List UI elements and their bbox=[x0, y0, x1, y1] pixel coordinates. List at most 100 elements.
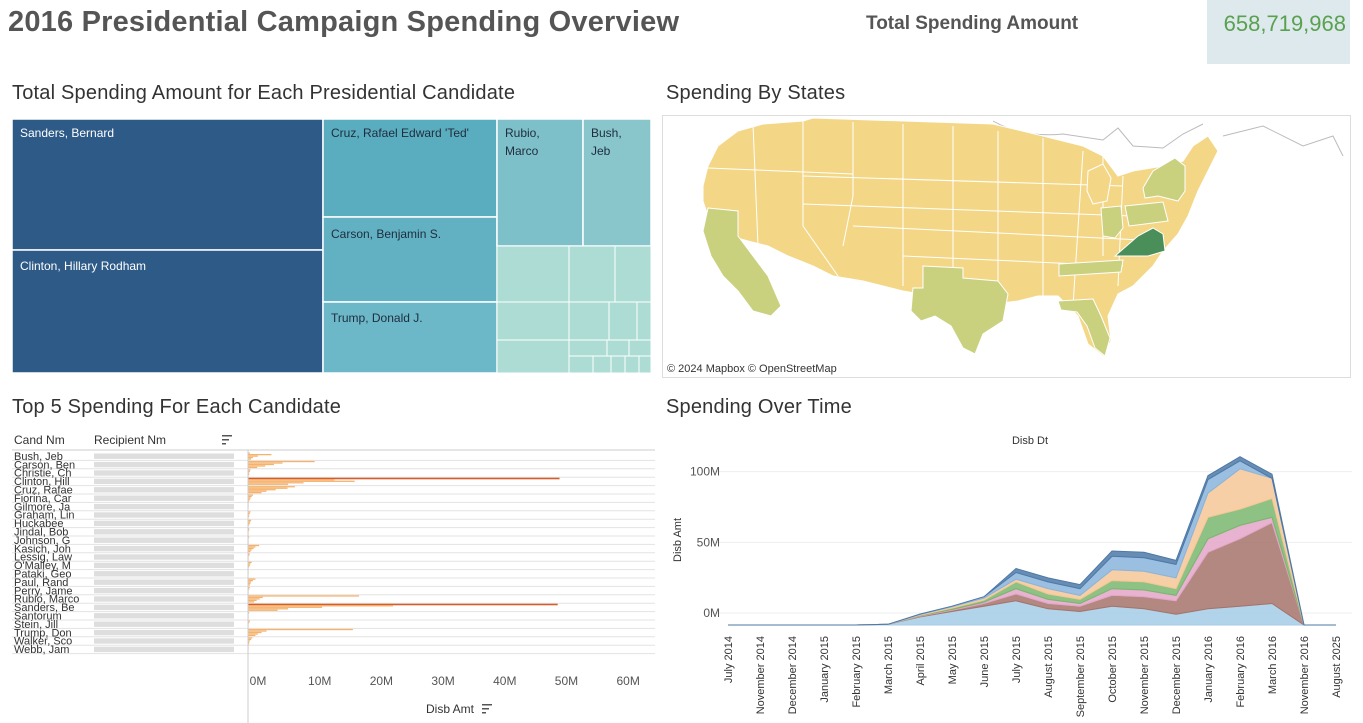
spending-bar[interactable] bbox=[248, 608, 289, 610]
spending-bar[interactable] bbox=[248, 544, 260, 547]
spending-bar[interactable] bbox=[248, 492, 262, 494]
candidate-row-perry-jame[interactable]: Perry, Jame bbox=[12, 585, 655, 597]
spending-bar[interactable] bbox=[248, 640, 250, 642]
spending-bar[interactable] bbox=[248, 630, 267, 632]
spending-bar[interactable] bbox=[248, 536, 250, 538]
state-pennsylvania[interactable] bbox=[1124, 201, 1169, 227]
map-canvas[interactable] bbox=[663, 116, 1350, 377]
spending-bar[interactable] bbox=[248, 595, 360, 597]
candidate-row-johnson-g[interactable]: Johnson, G bbox=[12, 535, 655, 547]
spending-bar[interactable] bbox=[248, 634, 256, 637]
spending-bar[interactable] bbox=[248, 460, 315, 463]
spending-bar[interactable] bbox=[248, 515, 250, 518]
state-california[interactable] bbox=[702, 207, 782, 317]
spending-bar[interactable] bbox=[248, 566, 250, 568]
spending-bar[interactable] bbox=[248, 458, 252, 460]
treemap-tile-sanders-bernard[interactable]: Sanders, Bernard bbox=[12, 119, 324, 251]
candidate-row-santorum[interactable]: Santorum bbox=[12, 611, 655, 623]
spending-bar[interactable] bbox=[248, 489, 276, 491]
area-series-6[interactable] bbox=[728, 456, 1336, 626]
spending-bar[interactable] bbox=[248, 472, 250, 474]
treemap-tile-carson-benjamin-s[interactable]: Carson, Benjamin S. bbox=[322, 216, 498, 303]
candidate-row-sanders-be[interactable]: Sanders, Be bbox=[12, 602, 655, 614]
spending-bar[interactable] bbox=[248, 582, 251, 585]
candidate-row-gilmore-ja[interactable]: Gilmore, Ja bbox=[12, 501, 655, 513]
spending-bar[interactable] bbox=[248, 579, 253, 582]
spending-bar[interactable] bbox=[248, 638, 252, 641]
spending-bar[interactable] bbox=[248, 554, 250, 557]
spending-bar[interactable] bbox=[248, 641, 250, 644]
candidate-row-paul-rand[interactable]: Paul, Rand bbox=[12, 577, 655, 589]
spending-bar[interactable] bbox=[248, 609, 278, 611]
treemap-tile-clinton-hillary-rodham[interactable]: Clinton, Hillary Rodham bbox=[12, 249, 324, 373]
spending-bar[interactable] bbox=[248, 596, 263, 599]
spending-bar[interactable] bbox=[248, 473, 250, 476]
spending-bar[interactable] bbox=[248, 463, 274, 466]
spending-bar[interactable] bbox=[248, 564, 250, 566]
spending-bar[interactable] bbox=[248, 599, 257, 602]
spending-bar[interactable] bbox=[248, 529, 250, 531]
spending-bar[interactable] bbox=[248, 469, 251, 471]
spending-bar[interactable] bbox=[248, 495, 252, 498]
spending-bar[interactable] bbox=[248, 483, 289, 485]
candidate-row-pataki-geo[interactable]: Pataki, Geo bbox=[12, 569, 655, 581]
spending-bar[interactable] bbox=[248, 633, 258, 635]
candidate-row-trump-don[interactable]: Trump, Don bbox=[12, 627, 655, 639]
candidate-row-stein-jill[interactable]: Stein, Jill bbox=[12, 619, 655, 631]
candidate-row-fiorina-car[interactable]: Fiorina, Car bbox=[12, 493, 655, 505]
treemap-tile-trump-donald-j[interactable]: Trump, Donald J. bbox=[322, 301, 498, 373]
spending-bar[interactable] bbox=[248, 486, 295, 488]
x-sort-icon[interactable] bbox=[482, 704, 492, 714]
spending-bar[interactable] bbox=[248, 561, 252, 563]
kpi-box[interactable]: 658,719,968 bbox=[1207, 0, 1350, 64]
state-virginia[interactable] bbox=[1113, 227, 1166, 257]
candidate-row-carson-ben[interactable]: Carson, Ben bbox=[12, 459, 655, 471]
candidate-row-graham-lin[interactable]: Graham, Lin bbox=[12, 510, 655, 522]
spending-bar[interactable] bbox=[248, 522, 250, 524]
treemap-tile-cruz-rafael-edward-ted[interactable]: Cruz, Rafael Edward 'Ted' bbox=[322, 119, 498, 218]
spending-bar[interactable] bbox=[248, 466, 258, 469]
candidate-row-bush-jeb[interactable]: Bush, Jeb bbox=[12, 451, 655, 463]
spending-bar[interactable] bbox=[248, 588, 250, 590]
us-states-map[interactable]: © 2024 Mapbox © OpenStreetMap bbox=[662, 115, 1351, 378]
spending-bar[interactable] bbox=[248, 584, 250, 586]
spending-bar[interactable] bbox=[248, 470, 250, 473]
candidate-row-huckabee[interactable]: Huckabee bbox=[12, 518, 655, 530]
spending-bar[interactable] bbox=[248, 621, 250, 624]
candidate-row-cruz-rafae[interactable]: Cruz, Rafae bbox=[12, 485, 655, 497]
spending-bar[interactable] bbox=[248, 477, 560, 480]
sort-icon[interactable] bbox=[222, 435, 232, 445]
spending-bar[interactable] bbox=[248, 637, 253, 639]
spending-bar[interactable] bbox=[248, 514, 250, 516]
state-new-york[interactable] bbox=[1142, 157, 1186, 202]
spending-bar[interactable] bbox=[248, 606, 323, 608]
spending-bar[interactable] bbox=[248, 603, 558, 606]
spending-bar[interactable] bbox=[248, 598, 260, 600]
spending-bar[interactable] bbox=[248, 487, 288, 489]
spending-bar[interactable] bbox=[248, 465, 266, 467]
spending-bar[interactable] bbox=[248, 546, 256, 548]
state-ohio[interactable] bbox=[1100, 205, 1124, 239]
spending-bar[interactable] bbox=[248, 453, 272, 456]
spending-bar[interactable] bbox=[248, 456, 253, 459]
spending-bar[interactable] bbox=[248, 547, 254, 550]
spending-bar[interactable] bbox=[248, 462, 283, 464]
spending-bar[interactable] bbox=[248, 553, 250, 555]
state-texas[interactable] bbox=[910, 265, 1009, 355]
spending-bar[interactable] bbox=[248, 455, 258, 457]
spending-bar[interactable] bbox=[248, 631, 262, 634]
spending-bar[interactable] bbox=[248, 494, 253, 496]
treemap-chart[interactable]: Sanders, Bernard Clinton, Hillary Rodham C… bbox=[12, 119, 651, 373]
spending-bar[interactable] bbox=[248, 563, 251, 565]
spending-bar[interactable] bbox=[248, 528, 250, 530]
spending-over-time-chart[interactable]: Disb Dt Disb Amt 0M 50M 100M July 2014 Nove… bbox=[662, 430, 1352, 723]
candidate-row-walker-sco[interactable]: Walker, Sco bbox=[12, 636, 655, 648]
treemap-small-tiles[interactable] bbox=[496, 245, 651, 373]
candidate-row-webb-jam[interactable]: Webb, Jam bbox=[12, 644, 655, 656]
state-michigan[interactable] bbox=[1086, 163, 1112, 205]
spending-bar[interactable] bbox=[248, 479, 335, 481]
column-header-cand[interactable]: Cand Nm bbox=[14, 433, 65, 447]
spending-bar[interactable] bbox=[248, 586, 250, 589]
candidate-row-christie-ch[interactable]: Christie, Ch bbox=[12, 468, 655, 480]
